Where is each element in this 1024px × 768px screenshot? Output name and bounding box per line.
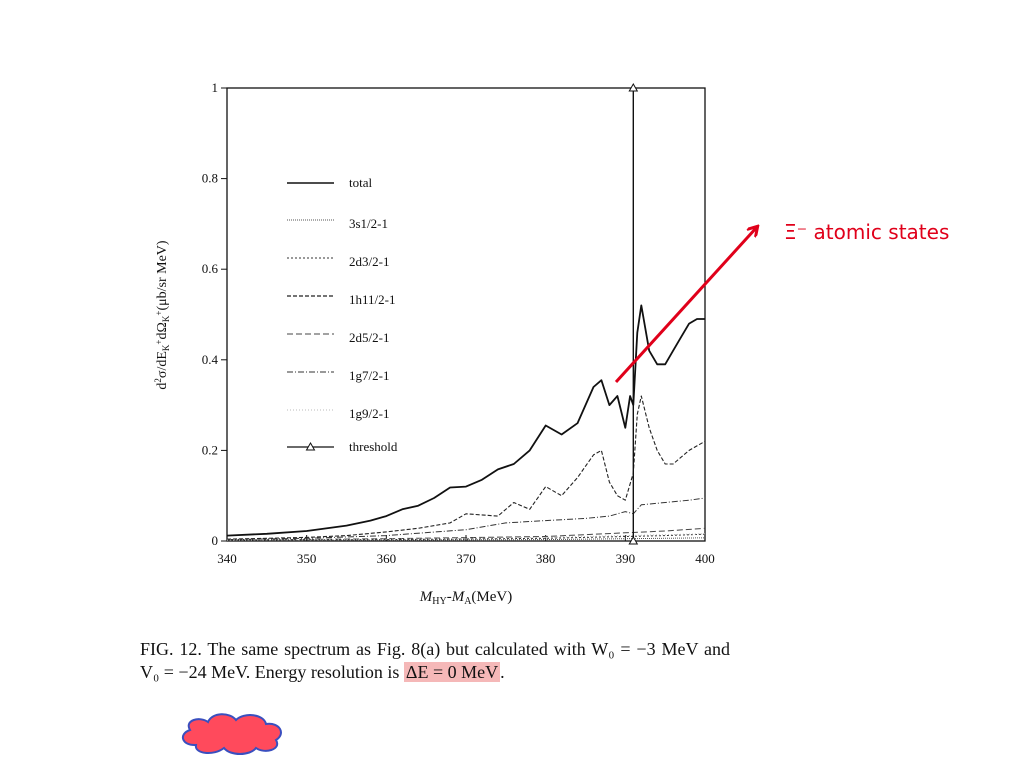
legend-label-total: total	[349, 175, 372, 190]
y-tick-label: 0.2	[202, 442, 218, 457]
y-tick-label: 0.8	[202, 171, 218, 186]
annotation-label: Ξ⁻ atomic states	[784, 220, 950, 244]
caption-label: FIG. 12.	[140, 639, 202, 659]
x-tick-label: 370	[456, 551, 476, 566]
x-tick-label: 390	[616, 551, 636, 566]
legend-label-2d32: 2d3/2-1	[349, 254, 389, 269]
y-axis-ticks: 0 0.2 0.4 0.6 0.8 1	[202, 80, 227, 548]
series-line-3	[226, 395, 706, 540]
legend-label-1h112: 1h11/2-1	[349, 292, 395, 307]
y-tick-label: 0.6	[202, 261, 219, 276]
y-tick-label: 0	[212, 533, 219, 548]
caption-highlight: ΔE = 0 MeV	[403, 662, 501, 682]
series-line-5	[226, 497, 706, 541]
legend-label-threshold: threshold	[349, 439, 398, 454]
series-line-6	[226, 533, 706, 541]
threshold-marker	[628, 535, 639, 545]
x-tick-label: 360	[377, 551, 397, 566]
x-tick-label: 400	[695, 551, 715, 566]
legend: total 3s1/2-1 2d3/2-1 1h11/2-1 2d5/2-1 1…	[287, 175, 398, 454]
annotation-arrow	[614, 227, 757, 384]
legend-threshold-marker	[305, 441, 316, 451]
x-axis-ticks: 340 350 360 370 380 390 400	[217, 535, 715, 566]
threshold-marker	[628, 82, 639, 92]
x-tick-label: 340	[217, 551, 237, 566]
legend-label-1g72: 1g7/2-1	[349, 368, 389, 383]
y-tick-label: 1	[212, 80, 219, 95]
legend-label-2d52: 2d5/2-1	[349, 330, 389, 345]
x-tick-label: 350	[297, 551, 317, 566]
series-line-4	[226, 527, 706, 541]
series-line-0	[226, 304, 705, 537]
x-tick-label: 380	[536, 551, 556, 566]
caption-text: The same spectrum as Fig. 8(a) but calcu…	[140, 639, 730, 682]
series-group	[226, 82, 706, 545]
caption-tail: .	[500, 662, 505, 682]
cloud-shape	[181, 713, 282, 755]
figure-caption: FIG. 12. The same spectrum as Fig. 8(a) …	[140, 638, 730, 684]
legend-label-3s: 3s1/2-1	[349, 216, 388, 231]
y-axis-label: d2σ/dEK+dΩK+(μb/sr MeV)	[153, 240, 171, 390]
y-tick-label: 0.4	[202, 352, 219, 367]
x-axis-label: MHY-MA(MeV)	[419, 589, 513, 607]
legend-label-1g92: 1g9/2-1	[349, 406, 389, 421]
